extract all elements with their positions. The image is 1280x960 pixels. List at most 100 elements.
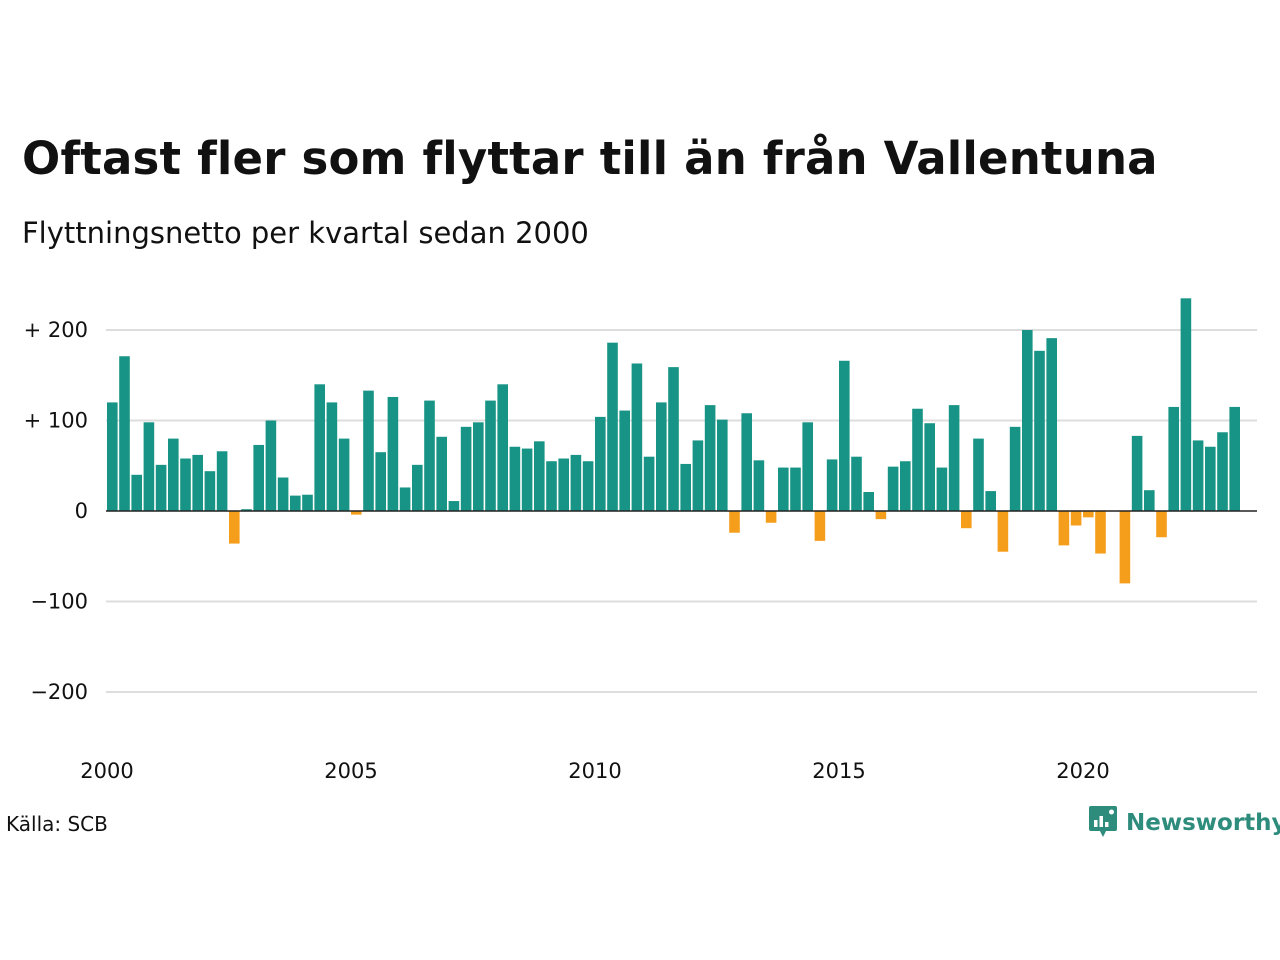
bar-2018-k2 bbox=[997, 511, 1009, 552]
bar-2012-k1 bbox=[692, 440, 704, 511]
bar-2017-k2 bbox=[948, 405, 960, 512]
bar-2023-k1 bbox=[1229, 406, 1240, 512]
bar-2001-k3 bbox=[180, 458, 191, 511]
bar-2007-k4 bbox=[485, 400, 496, 511]
bar-2022-k2 bbox=[1192, 440, 1204, 511]
bar-2020-k1 bbox=[1083, 511, 1094, 518]
bar-2006-k2 bbox=[412, 464, 423, 512]
bar-2021-k3 bbox=[1156, 511, 1167, 538]
y-tick-label: + 200 bbox=[24, 318, 88, 342]
bar-2019-k4 bbox=[1070, 511, 1082, 526]
x-tick-label-2005: 2005 bbox=[324, 759, 377, 783]
bar-2010-k1 bbox=[595, 416, 606, 511]
bar-2005-k2 bbox=[363, 390, 374, 511]
bar-2022-k4 bbox=[1217, 432, 1228, 511]
bar-2009-k3 bbox=[570, 454, 582, 511]
gridlines bbox=[106, 329, 1257, 693]
brand-logo: Newsworthy bbox=[1088, 804, 1280, 842]
bar-2016-k2 bbox=[900, 461, 911, 511]
bar-2007-k1 bbox=[448, 501, 460, 512]
bar-2001-k1 bbox=[155, 464, 167, 512]
bars bbox=[107, 298, 1240, 584]
bar-2012-k2 bbox=[704, 405, 716, 512]
bar-2005-k1 bbox=[351, 511, 362, 515]
bar-2016-k4 bbox=[924, 423, 935, 511]
bar-2014-k1 bbox=[790, 467, 801, 511]
bar-2007-k3 bbox=[473, 422, 484, 511]
bar-2010-k3 bbox=[619, 410, 630, 511]
bar-2012-k3 bbox=[717, 419, 728, 512]
bar-2001-k2 bbox=[168, 438, 179, 511]
bar-2015-k1 bbox=[839, 360, 850, 511]
bar-2014-k4 bbox=[826, 459, 838, 512]
y-tick-label: 0 bbox=[75, 499, 88, 523]
bar-2007-k2 bbox=[460, 426, 472, 511]
y-tick-label: + 100 bbox=[24, 409, 88, 433]
brand-name: Newsworthy bbox=[1126, 810, 1280, 836]
x-tick-label-2015: 2015 bbox=[812, 759, 865, 783]
bar-2013-k2 bbox=[753, 460, 765, 511]
bar-2008-k2 bbox=[509, 446, 521, 511]
bar-2013-k1 bbox=[741, 413, 752, 511]
bar-2000-k3 bbox=[131, 474, 142, 511]
bar-2008-k1 bbox=[497, 384, 508, 511]
chart-title: Oftast fler som flyttar till än från Val… bbox=[22, 132, 1158, 185]
bar-2003-k4 bbox=[290, 495, 301, 511]
bar-2009-k2 bbox=[558, 458, 569, 511]
bar-2020-k4 bbox=[1119, 511, 1131, 584]
chart-subtitle: Flyttningsnetto per kvartal sedan 2000 bbox=[22, 216, 589, 250]
bar-2019-k1 bbox=[1034, 350, 1045, 511]
bar-2013-k4 bbox=[778, 467, 789, 511]
bar-2000-k1 bbox=[107, 402, 118, 511]
bar-2004-k4 bbox=[338, 438, 350, 511]
bar-2001-k4 bbox=[192, 454, 203, 511]
bar-2009-k1 bbox=[546, 461, 557, 511]
bar-2021-k1 bbox=[1131, 435, 1143, 511]
bar-2015-k2 bbox=[851, 456, 862, 511]
bar-2005-k4 bbox=[387, 396, 399, 511]
bar-2010-k4 bbox=[631, 363, 643, 512]
bar-2002-k1 bbox=[204, 471, 216, 511]
bar-2015-k3 bbox=[863, 492, 874, 511]
bar-2003-k3 bbox=[277, 477, 289, 511]
bar-2014-k2 bbox=[802, 422, 813, 511]
bar-2018-k4 bbox=[1022, 330, 1033, 511]
bar-2011-k1 bbox=[643, 456, 655, 511]
bar-2014-k3 bbox=[814, 511, 826, 541]
bar-2013-k3 bbox=[765, 511, 777, 523]
newsworthy-logo-icon bbox=[1088, 804, 1118, 842]
bar-2006-k3 bbox=[424, 400, 435, 511]
bar-2008-k4 bbox=[534, 441, 545, 511]
bar-2005-k3 bbox=[375, 452, 386, 512]
y-tick-label: −100 bbox=[30, 590, 88, 614]
bar-2006-k1 bbox=[399, 487, 411, 511]
bar-2021-k2 bbox=[1144, 490, 1155, 512]
bar-2010-k2 bbox=[607, 342, 618, 511]
x-tick-label-2010: 2010 bbox=[568, 759, 621, 783]
x-tick-label-2020: 2020 bbox=[1056, 759, 1109, 783]
bar-2017-k1 bbox=[936, 467, 948, 511]
bar-2011-k2 bbox=[656, 402, 667, 511]
bar-chart: + 200 + 100 0 −100 −200 2000 2005 2010 2015 2020 bbox=[24, 298, 1257, 783]
bar-2022-k3 bbox=[1205, 446, 1216, 511]
bar-2017-k3 bbox=[961, 511, 972, 529]
bar-2002-k3 bbox=[229, 511, 240, 544]
bar-2002-k2 bbox=[216, 451, 228, 511]
bar-2004-k1 bbox=[302, 494, 313, 511]
bar-2006-k4 bbox=[436, 436, 447, 511]
bar-2019-k2 bbox=[1046, 338, 1057, 511]
bar-2008-k3 bbox=[521, 448, 533, 512]
bar-2022-k1 bbox=[1180, 298, 1192, 511]
bar-2011-k4 bbox=[680, 463, 691, 511]
source-note: Källa: SCB bbox=[6, 812, 108, 836]
bar-2002-k4 bbox=[241, 509, 252, 511]
bar-2011-k3 bbox=[668, 367, 679, 512]
bar-2021-k4 bbox=[1168, 406, 1179, 512]
bar-2015-k4 bbox=[875, 511, 887, 520]
bar-2016-k3 bbox=[912, 408, 923, 512]
bar-2020-k2 bbox=[1095, 511, 1106, 554]
x-tick-label-2000: 2000 bbox=[80, 759, 133, 783]
bar-2004-k2 bbox=[314, 384, 325, 511]
bar-2004-k3 bbox=[326, 402, 338, 511]
bar-2000-k4 bbox=[143, 422, 155, 511]
